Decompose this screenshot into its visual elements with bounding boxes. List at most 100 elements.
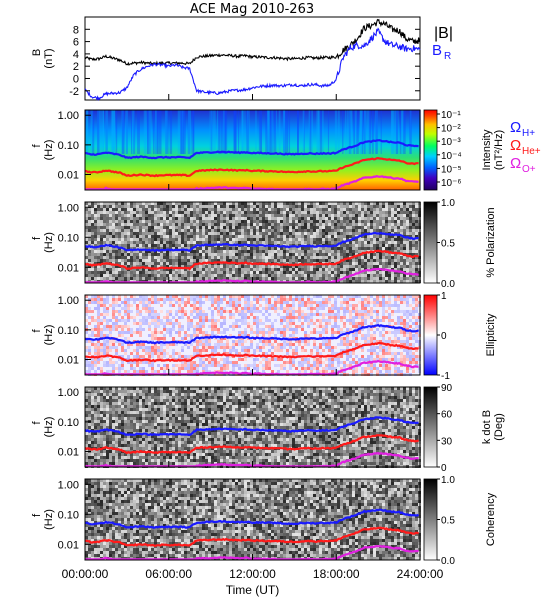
spectrogram-cell xyxy=(214,277,217,280)
spectrogram-cell xyxy=(295,259,298,262)
spectrogram-cell xyxy=(97,268,100,271)
spectrogram-cell xyxy=(247,271,250,274)
spectrogram-cell xyxy=(223,271,226,274)
spectrogram-cell xyxy=(265,208,268,211)
spectrogram-cell xyxy=(253,310,256,313)
spectrogram-cell xyxy=(409,241,412,244)
spectrogram-cell xyxy=(280,268,283,271)
spectrogram-cell xyxy=(88,349,91,352)
spectrogram-cell xyxy=(367,295,370,298)
spectrogram-cell xyxy=(127,205,130,208)
spectrogram-cell xyxy=(220,247,223,250)
spectrogram-cell xyxy=(139,217,142,220)
spectrogram-cell xyxy=(253,322,256,325)
spectrogram-cell xyxy=(346,343,349,346)
spectrogram-cell xyxy=(346,337,349,340)
spectrogram-cell xyxy=(370,337,373,340)
spectrogram-cell xyxy=(232,232,235,235)
spectrogram-cell xyxy=(211,253,214,256)
spectrogram-cell xyxy=(283,307,286,310)
spectrogram-cell xyxy=(163,277,166,280)
spectrogram-cell xyxy=(361,328,364,331)
spectrogram-cell xyxy=(415,262,418,265)
spectrogram-cell xyxy=(364,235,367,238)
spectrogram-cell xyxy=(304,301,307,304)
spectrogram-cell xyxy=(184,202,187,205)
spectrogram-cell xyxy=(259,349,262,352)
spectrogram-cell xyxy=(181,250,184,253)
spectrogram-cell xyxy=(88,208,91,211)
spectrogram-cell xyxy=(217,223,220,226)
spectrogram-cell xyxy=(241,319,244,322)
intensity-streak xyxy=(309,110,312,154)
spectrogram-cell xyxy=(127,247,130,250)
spectrogram-cell xyxy=(256,208,259,211)
spectrogram-cell xyxy=(217,268,220,271)
spectrogram-cell xyxy=(379,304,382,307)
spectrogram-cell xyxy=(343,310,346,313)
spectrogram-cell xyxy=(253,214,256,217)
spectrogram-cell xyxy=(352,334,355,337)
spectrogram-cell xyxy=(331,349,334,352)
spectrogram-cell xyxy=(370,280,373,283)
spectrogram-cell xyxy=(154,214,157,217)
spectrogram-cell xyxy=(325,247,328,250)
spectrogram-cell xyxy=(337,214,340,217)
spectrogram-cell xyxy=(370,256,373,259)
spectrogram-cell xyxy=(103,256,106,259)
spectrogram-cell xyxy=(244,253,247,256)
spectrogram-cell xyxy=(325,265,328,268)
spectrogram-cell xyxy=(271,229,274,232)
spectrogram-cell xyxy=(136,355,139,358)
spectrogram-cell xyxy=(226,271,229,274)
intensity-streak xyxy=(157,110,161,154)
spectrogram-cell xyxy=(217,346,220,349)
spectrogram-cell xyxy=(145,217,148,220)
spectrogram-cell xyxy=(322,298,325,301)
spectrogram-cell xyxy=(310,217,313,220)
spectrogram-cell xyxy=(364,316,367,319)
spectrogram-cell xyxy=(328,295,331,298)
spectrogram-cell xyxy=(298,319,301,322)
spectrogram-cell xyxy=(352,211,355,214)
spectrogram-cell xyxy=(229,349,232,352)
spectrogram-cell xyxy=(322,211,325,214)
spectrogram-cell xyxy=(112,253,115,256)
spectrogram-cell xyxy=(178,277,181,280)
spectrogram-cell xyxy=(175,241,178,244)
spectrogram-cell xyxy=(292,247,295,250)
spectrogram-cell xyxy=(325,214,328,217)
spectrogram-cell xyxy=(181,229,184,232)
spectrogram-cell xyxy=(178,334,181,337)
spectrogram-cell xyxy=(187,346,190,349)
spectrogram-cell xyxy=(133,355,136,358)
spectrogram-cell xyxy=(220,310,223,313)
spectrogram-cell xyxy=(178,307,181,310)
spectrogram-cell xyxy=(250,265,253,268)
spectrogram-cell xyxy=(211,313,214,316)
spectrogram-cell xyxy=(244,250,247,253)
intensity-streak xyxy=(337,110,340,154)
spectrogram-cell xyxy=(391,274,394,277)
spectrogram-cell xyxy=(271,325,274,328)
intensity-streak xyxy=(131,110,133,154)
spectrogram-cell xyxy=(292,304,295,307)
spectrogram-cell xyxy=(286,235,289,238)
spectrogram-cell xyxy=(376,217,379,220)
spectrogram-cell xyxy=(361,208,364,211)
spectrogram-cell xyxy=(247,334,250,337)
spectrogram-cell xyxy=(304,205,307,208)
spectrogram-cell xyxy=(223,214,226,217)
spectrogram-cell xyxy=(229,259,232,262)
spectrogram-cell xyxy=(133,295,136,298)
spectrogram-cell xyxy=(238,301,241,304)
spectrogram-cell xyxy=(337,265,340,268)
spectrogram-cell xyxy=(115,220,118,223)
spectrogram-cell xyxy=(301,313,304,316)
spectrogram-cell xyxy=(298,229,301,232)
spectrogram-cell xyxy=(88,253,91,256)
spectrogram-cell xyxy=(121,355,124,358)
spectrogram-cell xyxy=(115,271,118,274)
spectrogram-cell xyxy=(127,262,130,265)
spectrogram-cell xyxy=(388,337,391,340)
